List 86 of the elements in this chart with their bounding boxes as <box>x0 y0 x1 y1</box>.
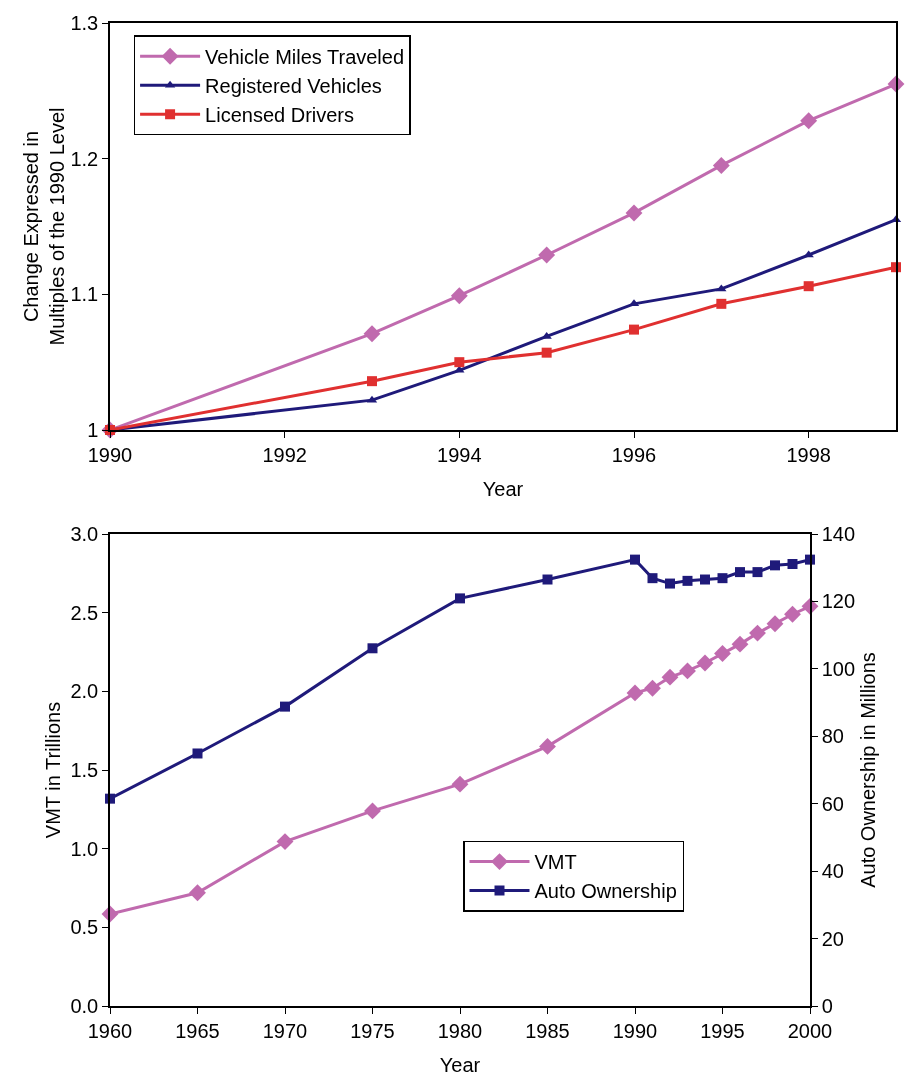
point <box>800 112 818 130</box>
y2-tick-label: 20 <box>821 927 844 950</box>
y-tick-label: 1.3 <box>70 12 99 34</box>
point <box>661 668 679 686</box>
x-tick-label: 1965 <box>175 1019 220 1042</box>
x-tick-label: 1990 <box>87 443 133 466</box>
y-tick-label: 3.0 <box>70 523 99 545</box>
point <box>626 684 644 702</box>
x-tick-label: 1985 <box>525 1019 570 1042</box>
point <box>630 554 640 565</box>
point <box>280 701 290 712</box>
point <box>679 662 696 680</box>
point <box>451 775 469 793</box>
x-tick-label: 1990 <box>612 1019 658 1042</box>
x-tick-label: 1998 <box>786 443 831 466</box>
x-tick-label: 1994 <box>437 443 482 466</box>
legend-label: VMT <box>534 851 577 874</box>
y2-tick-label: 100 <box>821 657 856 680</box>
point <box>629 324 639 335</box>
legend-label: Vehicle Miles Traveled <box>205 46 405 69</box>
point <box>541 347 552 358</box>
point <box>625 204 643 222</box>
point <box>712 157 730 174</box>
y2-axis-title: Auto Ownership in Millions <box>857 652 880 888</box>
x-axis-title: Year <box>439 1054 481 1076</box>
y-axis-title: Change Expressed in Multiples of the 1990 Level <box>20 107 69 346</box>
x-tick-label: 1992 <box>262 443 307 466</box>
y-tick-label: 1.5 <box>70 759 99 781</box>
x-tick-label: 1996 <box>611 443 657 466</box>
point <box>192 748 203 759</box>
point <box>766 615 784 633</box>
x-axis-title: Year <box>482 478 524 500</box>
point <box>647 573 658 584</box>
x-tick-label: 1975 <box>350 1019 395 1042</box>
point <box>752 567 763 578</box>
point <box>700 574 710 585</box>
point <box>784 605 801 623</box>
y2-tick-label: 80 <box>821 725 844 748</box>
y2-tick-label: 140 <box>821 523 856 545</box>
point <box>367 643 378 654</box>
legend-label: Licensed Drivers <box>205 104 355 127</box>
point <box>682 575 693 586</box>
point <box>770 560 780 571</box>
point <box>716 284 727 292</box>
x-tick-label: 1995 <box>700 1019 745 1042</box>
y-axis-title: VMT in Trillions <box>41 701 64 839</box>
legend-label: Auto Ownership <box>534 880 677 903</box>
x-tick-label: 2000 <box>787 1019 833 1042</box>
point <box>644 679 661 697</box>
y-tick-label: 0.5 <box>70 916 99 939</box>
y-tick-label: 2.5 <box>70 601 99 624</box>
y2-tick-label: 60 <box>821 792 844 815</box>
y2-tick-label: 0 <box>821 995 833 1017</box>
point <box>735 567 745 578</box>
point <box>364 802 381 820</box>
point <box>189 884 206 902</box>
x-tick-label: 1960 <box>87 1019 133 1042</box>
point <box>538 246 556 264</box>
y-tick-label: 0.0 <box>70 995 99 1017</box>
point <box>542 574 553 585</box>
point <box>749 624 766 642</box>
y-tick-label: 2.0 <box>70 680 99 703</box>
y-tick-label: 1.0 <box>70 837 99 860</box>
point <box>717 573 728 584</box>
point <box>539 737 556 755</box>
point <box>454 357 465 368</box>
y-tick-label: 1 <box>87 419 99 441</box>
point <box>714 645 731 663</box>
point <box>716 298 727 309</box>
point <box>363 325 381 343</box>
x-tick-label: 1970 <box>262 1019 308 1042</box>
y-tick-label: 1.2 <box>70 147 99 170</box>
point <box>696 654 714 672</box>
point <box>665 578 675 589</box>
point <box>787 559 798 570</box>
point <box>450 287 468 305</box>
point <box>455 593 465 604</box>
point <box>803 281 814 292</box>
legend-label: Registered Vehicles <box>205 75 382 98</box>
y2-tick-label: 120 <box>821 590 856 613</box>
y2-tick-label: 40 <box>821 860 844 883</box>
point <box>731 635 749 653</box>
x-tick-label: 1980 <box>437 1019 483 1042</box>
point <box>367 376 377 387</box>
point <box>276 833 294 851</box>
y-tick-label: 1.1 <box>70 283 99 306</box>
